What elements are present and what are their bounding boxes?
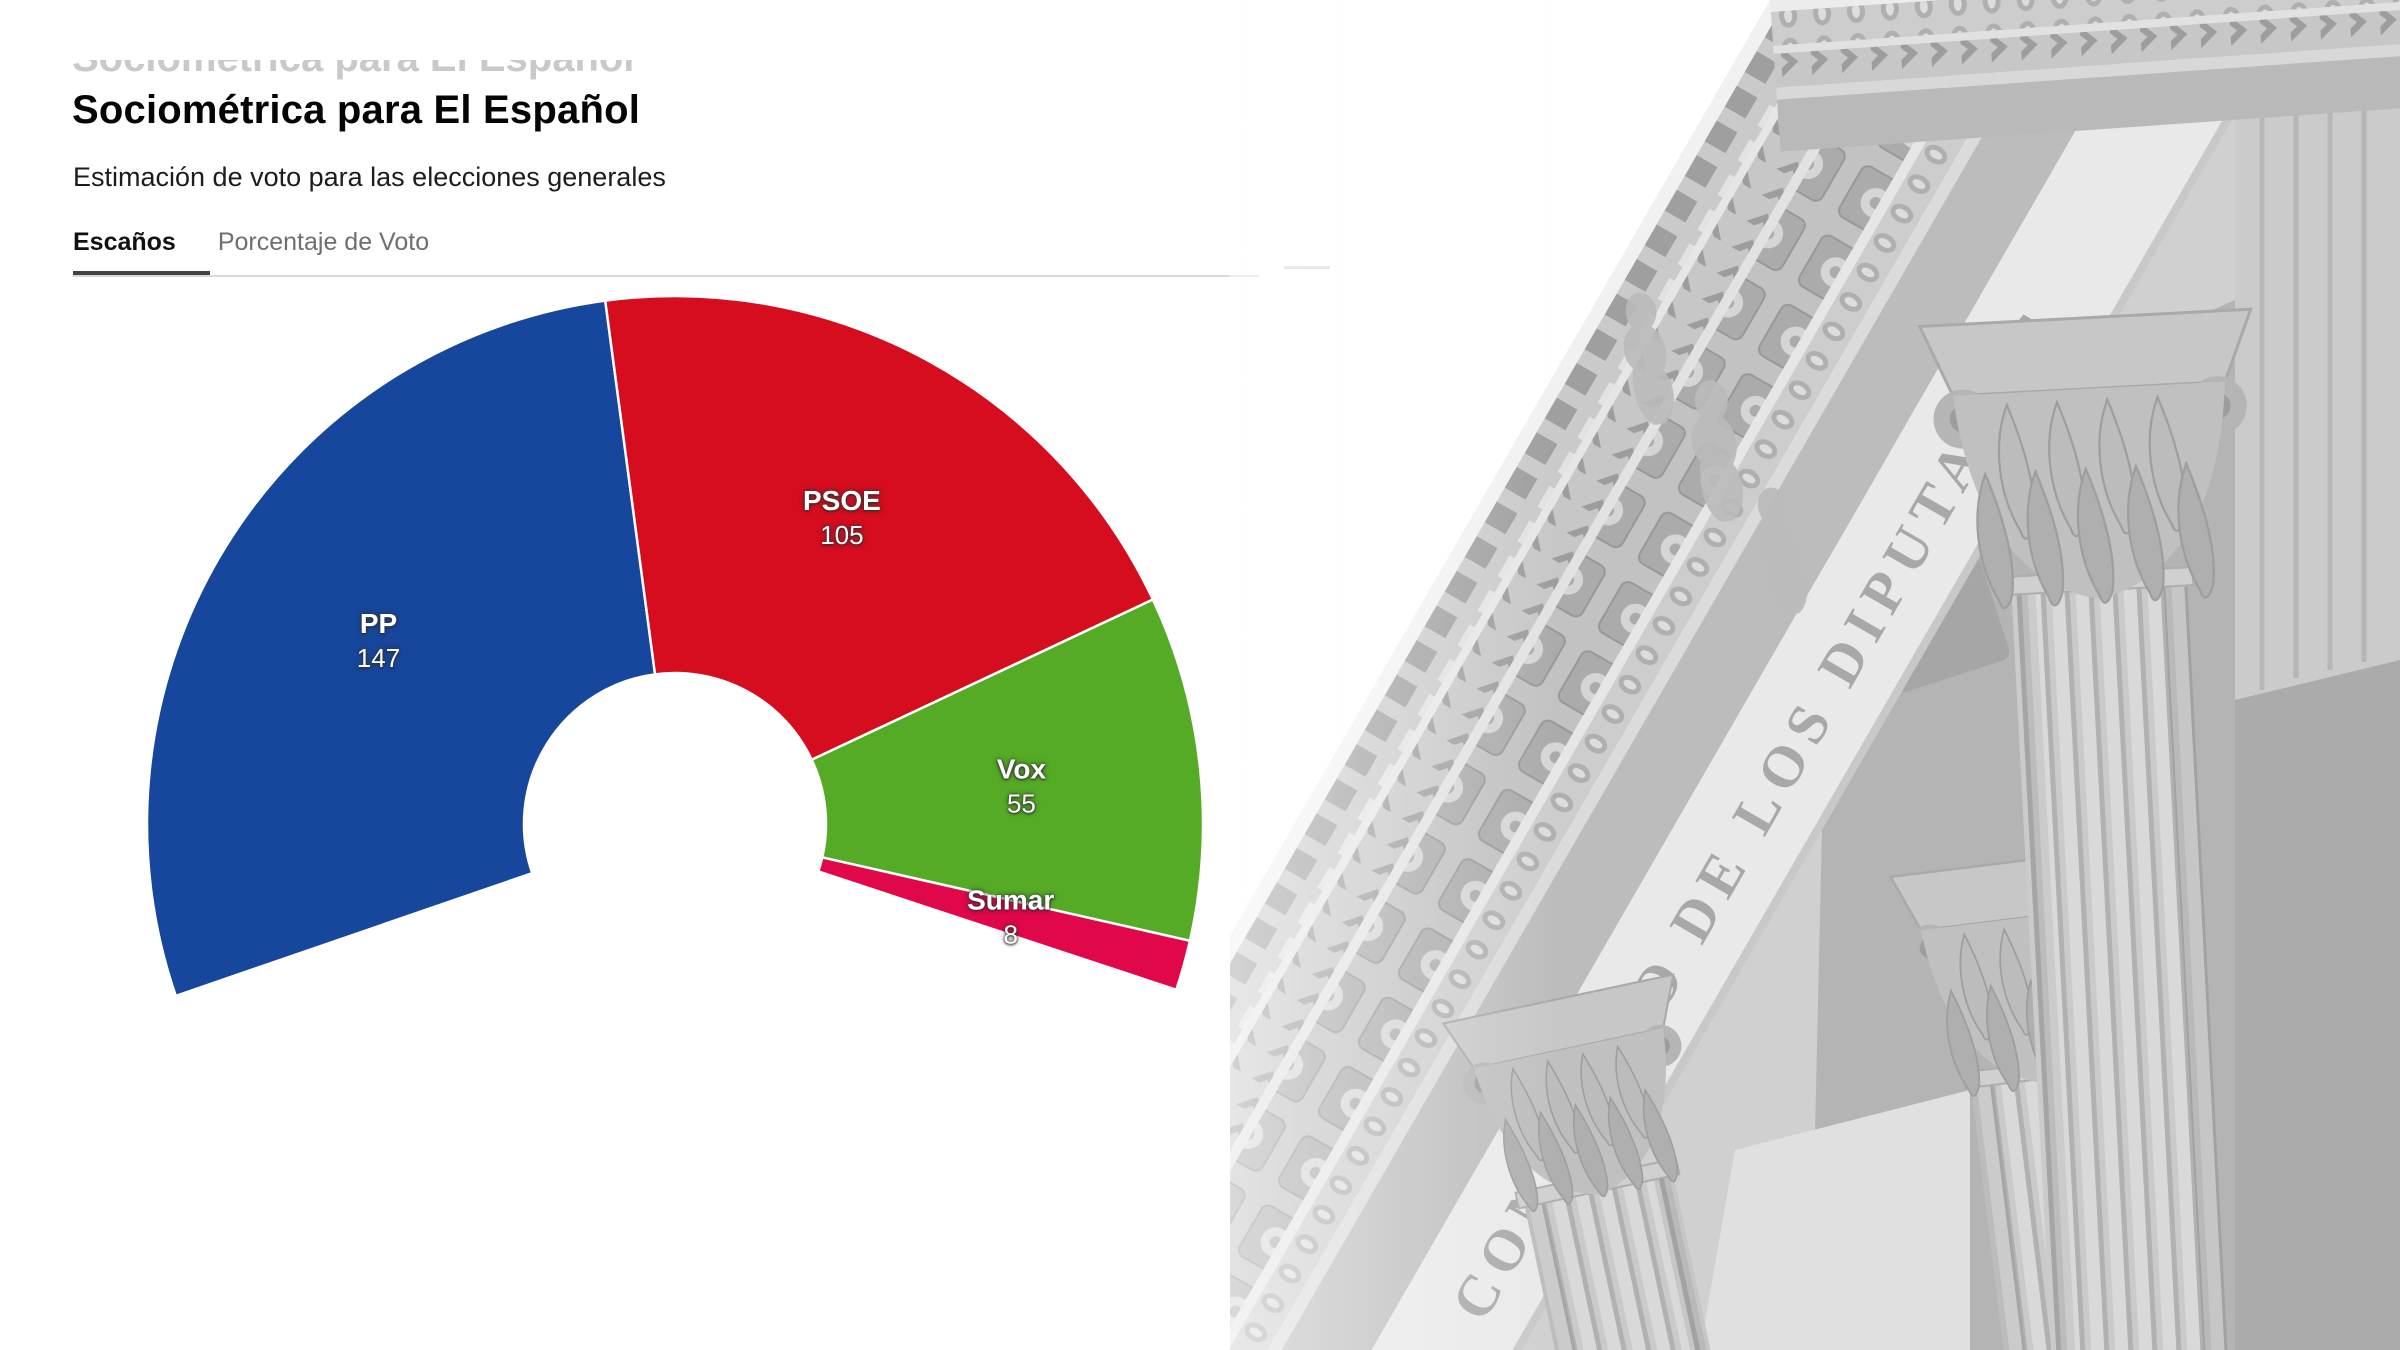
chart-segment-pp[interactable] <box>145 299 657 998</box>
chart-tabs: Escaños Porcentaje de Voto <box>73 228 429 275</box>
tabs-divider-line <box>73 275 1259 277</box>
tab-porcentaje-de-voto[interactable]: Porcentaje de Voto <box>217 228 430 256</box>
active-tab-underline <box>73 271 210 277</box>
seats-hemicycle-chart[interactable]: PP 147 PSOE 105 Vox 55 Sumar 8 <box>0 0 1300 1100</box>
segment-label-sumar: Sumar 8 <box>967 884 1054 949</box>
segment-label-pp: PP 147 <box>357 608 400 673</box>
chart-segment-psoe[interactable] <box>603 294 1155 762</box>
page-subtitle: Estimación de voto para las elecciones g… <box>73 162 666 192</box>
page-title: Sociométrica para El Español <box>72 88 641 132</box>
chart-segment-vox[interactable] <box>810 598 1205 943</box>
congress-building-photo: CONGRESO DE LOS DIPUTADOS <box>1230 0 2400 1350</box>
segment-label-psoe: PSOE 105 <box>803 485 881 550</box>
tab-escanos[interactable]: Escaños <box>73 228 176 256</box>
chart-segment-sumar[interactable] <box>817 856 1192 992</box>
segment-label-vox: Vox 55 <box>997 753 1047 818</box>
